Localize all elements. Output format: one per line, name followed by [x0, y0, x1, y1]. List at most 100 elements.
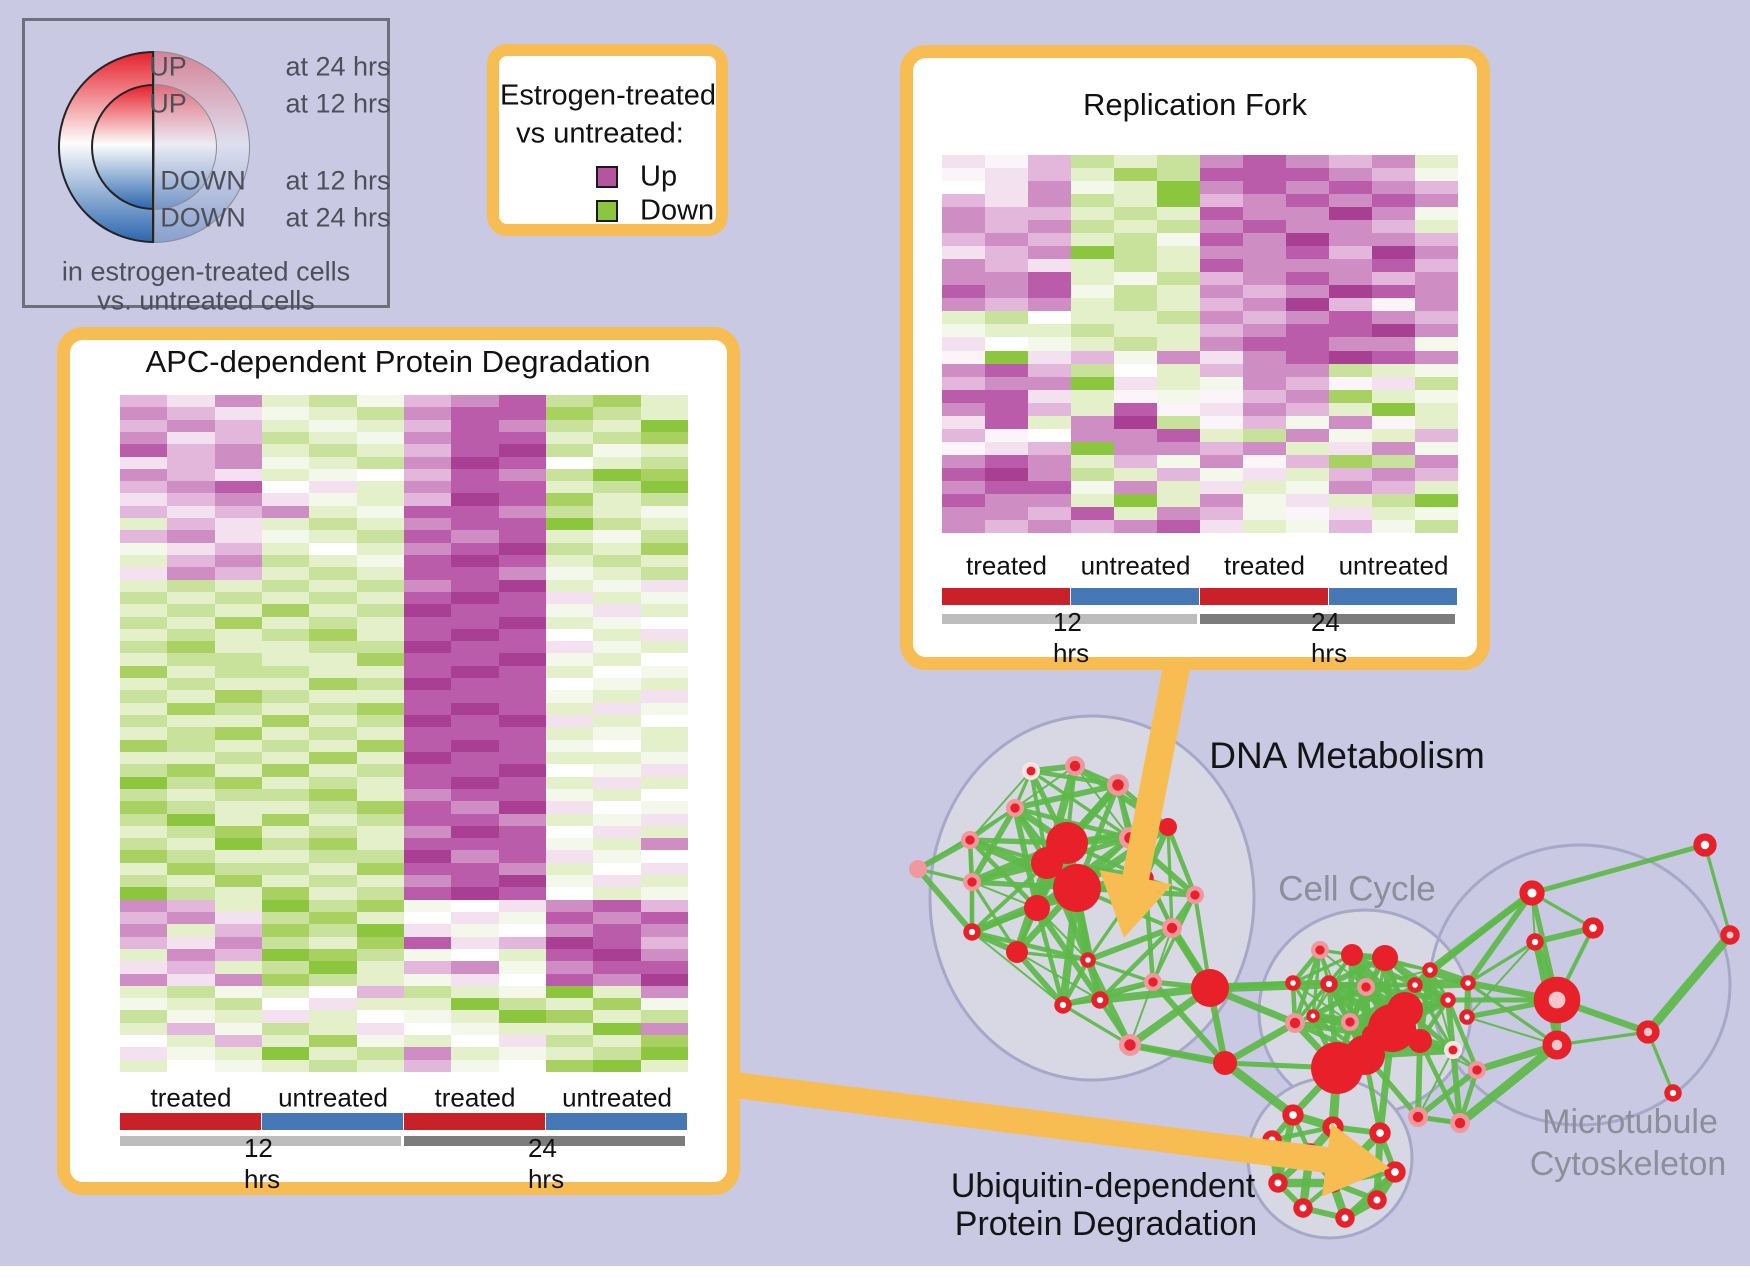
heatmap-cell — [593, 973, 641, 986]
heatmap-cell — [498, 727, 546, 740]
heatmap-cell — [640, 899, 688, 912]
heatmap-cell — [261, 887, 310, 900]
heatmap-cell — [985, 324, 1028, 338]
heatmap-cell — [167, 690, 215, 703]
heatmap-cell — [545, 579, 594, 592]
network-edge — [1016, 951, 1101, 1001]
heatmap-cell — [309, 715, 357, 728]
heatmap-cell — [120, 715, 168, 728]
network-edge — [969, 770, 1032, 841]
heatmap-cell — [120, 850, 168, 863]
heatmap-cell — [593, 727, 641, 740]
heatmap-cell — [1071, 337, 1114, 351]
heatmap-cell — [309, 998, 357, 1011]
heatmap-cell — [1157, 181, 1200, 195]
heatmap-cell — [309, 505, 357, 519]
heatmap-cell — [1157, 233, 1200, 247]
heatmap-cell — [214, 407, 262, 420]
heatmap-cell — [545, 838, 594, 851]
heatmap-cell — [593, 1047, 641, 1060]
network-edge — [1643, 930, 1735, 1037]
heatmap-cell — [640, 456, 688, 469]
heatmap-cell — [451, 801, 499, 814]
heatmap-cell — [1200, 480, 1243, 494]
heatmap-cell — [593, 911, 641, 925]
heatmap-row — [120, 801, 688, 814]
heatmap-row — [120, 505, 688, 519]
heatmap-cell — [120, 419, 168, 432]
heatmap-cell — [1415, 233, 1458, 247]
heatmap-cell — [640, 493, 688, 506]
heatmap-cell — [120, 505, 168, 519]
heatmap-cell — [403, 444, 452, 457]
heatmap-row — [942, 181, 1458, 195]
network-edge — [970, 861, 1049, 934]
heatmap-cell — [1243, 480, 1286, 494]
heatmap-cell — [498, 875, 546, 888]
heatmap-cell — [545, 875, 594, 888]
heatmap-cell — [498, 530, 546, 543]
heatmap-cell — [451, 788, 499, 802]
heatmap-cell — [1286, 207, 1329, 221]
heatmap-cell — [451, 456, 499, 469]
network-edge — [1703, 843, 1732, 937]
heatmap-cell — [985, 493, 1028, 507]
heatmap-cell — [451, 764, 499, 777]
heatmap-cell — [261, 838, 310, 851]
heatmap-cell — [1415, 337, 1458, 351]
heatmap-cell — [167, 998, 215, 1011]
heatmap-cell — [593, 788, 641, 802]
heatmap-cell — [1157, 168, 1200, 182]
heatmap-cell — [261, 924, 310, 937]
heatmap-cell — [356, 628, 404, 642]
heatmap-cell — [640, 395, 688, 408]
network-edge — [1445, 997, 1480, 1073]
heatmap-cell — [640, 555, 688, 568]
heatmap-cell — [640, 985, 688, 999]
heatmap-cell — [1286, 363, 1329, 377]
heatmap-cell — [498, 862, 546, 876]
heatmap-cell — [120, 825, 168, 839]
gene-node-donut — [1693, 833, 1717, 857]
heatmap-cell — [1157, 363, 1200, 377]
fold-legend-label-4: DOWN — [160, 165, 246, 196]
heatmap-cell — [545, 1047, 594, 1060]
heatmap-cell — [120, 493, 168, 506]
heatmap-cell — [593, 801, 641, 814]
network-edge — [1014, 949, 1066, 1008]
heatmap-cell — [309, 948, 357, 962]
heatmap-cell — [167, 444, 215, 457]
heatmap-cell — [593, 825, 641, 839]
heatmap-cell — [356, 911, 404, 925]
heatmap-cell — [593, 838, 641, 851]
heatmap-cell — [261, 875, 310, 888]
heatmap-cell — [1200, 389, 1243, 403]
heatmap-cell — [1415, 376, 1458, 390]
heatmap-cell — [1028, 220, 1071, 234]
heatmap-cell — [167, 948, 215, 962]
heatmap-cell — [1028, 285, 1071, 299]
heatmap-cell — [1329, 168, 1372, 182]
heatmap-cell — [214, 505, 262, 519]
heatmap-cell — [545, 407, 594, 420]
network-edge — [969, 929, 1091, 963]
heatmap-cell — [120, 911, 168, 925]
heatmap-cell — [120, 579, 168, 592]
heatmap-cell — [120, 690, 168, 703]
heatmap-cell — [1329, 246, 1372, 260]
condition-bar-apc-3 — [546, 1113, 687, 1130]
heatmap-cell — [1114, 441, 1157, 455]
heatmap-cell — [1114, 298, 1157, 312]
heatmap-cell — [545, 801, 594, 814]
heatmap-cell — [640, 838, 688, 851]
heatmap-cell — [167, 801, 215, 814]
heatmap-cell — [498, 1022, 546, 1036]
heatmap-cell — [545, 751, 594, 765]
heatmap-cell — [545, 1010, 594, 1023]
heatmap-cell — [167, 936, 215, 949]
heatmap-cell — [403, 641, 452, 654]
heatmap-cell — [120, 788, 168, 802]
heatmap-cell — [1200, 298, 1243, 312]
heatmap-cell — [640, 1022, 688, 1036]
heatmap-row — [120, 616, 688, 629]
